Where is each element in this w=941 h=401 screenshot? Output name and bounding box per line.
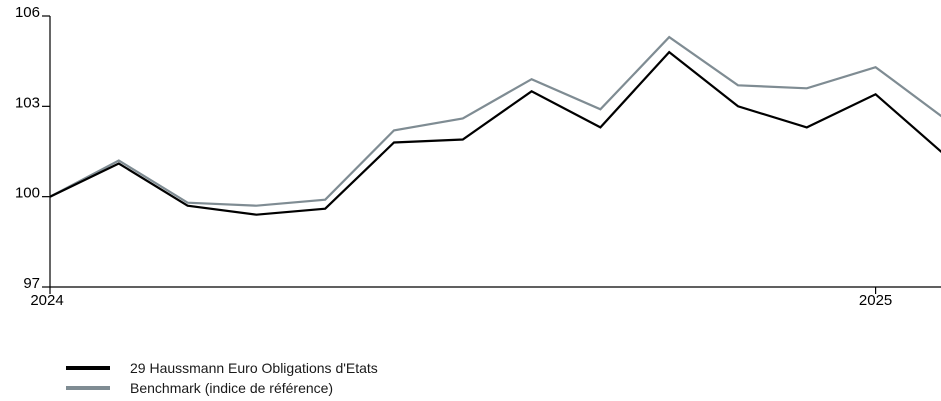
- y-tick-label-97: 97: [23, 275, 40, 292]
- legend-label-benchmark: Benchmark (indice de référence): [130, 380, 334, 396]
- y-tick-label-103: 103: [15, 94, 40, 111]
- axes: 97 100 103 106 2024 2025: [15, 4, 941, 309]
- legend-item-fund: 29 Haussmann Euro Obligations d'Etats: [66, 358, 378, 378]
- x-tick-label-2024: 2024: [30, 292, 63, 309]
- legend-item-benchmark: Benchmark (indice de référence): [66, 378, 378, 398]
- y-tick-label-100: 100: [15, 185, 40, 202]
- legend-swatch-fund: [66, 366, 110, 370]
- x-tick-label-2025: 2025: [859, 292, 892, 309]
- legend: 29 Haussmann Euro Obligations d'Etats Be…: [66, 358, 378, 398]
- legend-swatch-benchmark: [66, 386, 110, 390]
- series-line-fund: [49, 50, 941, 216]
- series-layer: [49, 35, 941, 216]
- legend-label-fund: 29 Haussmann Euro Obligations d'Etats: [130, 360, 378, 376]
- y-tick-label-106: 106: [15, 4, 40, 21]
- series-line-benchmark: [49, 35, 941, 207]
